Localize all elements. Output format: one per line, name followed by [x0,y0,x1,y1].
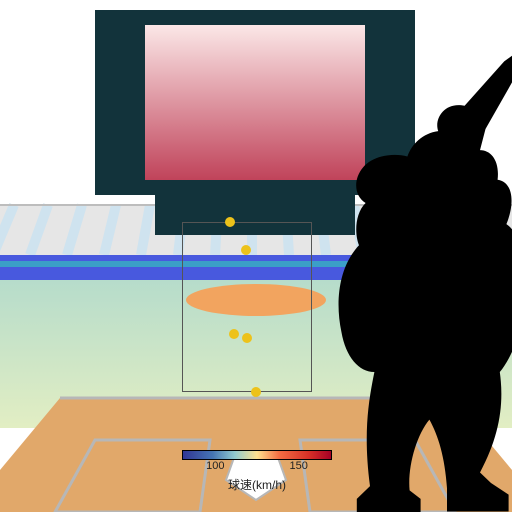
speed-colorbar [182,450,332,460]
batter-silhouette [315,55,512,512]
pitch-dot [225,217,235,227]
pitch-dot [251,387,261,397]
pitch-dot [241,245,251,255]
pitch-dot [229,329,239,339]
speed-ticks: 100150 [182,460,332,474]
pitch-dot [242,333,252,343]
speed-axis-label: 球速(km/h) [182,476,332,493]
speed-legend: 100150 球速(km/h) [182,450,332,493]
